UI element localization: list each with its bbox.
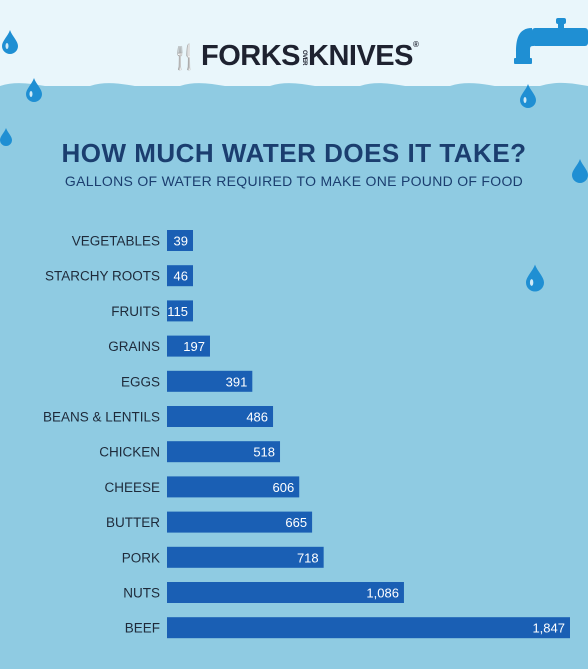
logo-knives: KNIVES xyxy=(308,40,413,72)
category-label: NUTS xyxy=(123,586,160,601)
bar-value-label: 606 xyxy=(273,480,295,495)
bar-value-label: 518 xyxy=(253,445,275,460)
category-label: VEGETABLES xyxy=(72,234,160,249)
category-label: EGGS xyxy=(121,374,160,389)
brand-logo: 🍴FORKSOVERKNIVES® xyxy=(0,40,588,73)
water-drop-icon xyxy=(520,84,536,108)
bar xyxy=(167,617,570,639)
bar-value-label: 115 xyxy=(167,304,188,319)
water-background xyxy=(0,86,588,669)
bar xyxy=(167,406,274,427)
bar xyxy=(167,230,193,251)
bar xyxy=(167,441,281,463)
bar-value-label: 46 xyxy=(174,269,188,284)
logo-forks: FORKS xyxy=(201,40,301,72)
category-label: GRAINS xyxy=(108,339,160,354)
bar xyxy=(167,265,193,287)
bar xyxy=(167,300,193,322)
bar-value-label: 718 xyxy=(297,550,319,565)
bar-value-label: 391 xyxy=(226,374,248,389)
logo-over: OVER xyxy=(301,49,307,65)
faucet-icon xyxy=(514,18,588,64)
bar xyxy=(167,476,300,498)
water-drop-icon xyxy=(526,264,544,292)
category-label: PORK xyxy=(122,550,160,565)
category-label: CHICKEN xyxy=(99,445,160,460)
category-label: STARCHY ROOTS xyxy=(45,269,160,284)
category-label: BUTTER xyxy=(106,515,160,530)
logo-registered-mark: ® xyxy=(412,40,419,49)
category-label: FRUITS xyxy=(111,304,160,319)
water-wave xyxy=(0,82,588,110)
water-drop-icon xyxy=(2,30,18,54)
chart-title: HOW MUCH WATER DOES IT TAKE? xyxy=(61,138,527,168)
category-label: BEANS & LENTILS xyxy=(43,410,160,425)
fork-knife-icon: 🍴 xyxy=(169,44,200,71)
bar xyxy=(167,546,324,568)
water-drop-icon xyxy=(572,159,588,183)
chart-subtitle: GALLONS OF WATER REQUIRED TO MAKE ONE PO… xyxy=(64,173,524,189)
bar-value-label: 486 xyxy=(246,410,268,425)
bar-value-label: 39 xyxy=(174,234,188,249)
bar xyxy=(167,582,404,603)
bar-value-label: 197 xyxy=(183,339,205,354)
bar-value-label: 665 xyxy=(285,515,307,530)
category-label: BEEF xyxy=(125,621,160,636)
bar xyxy=(167,335,210,357)
bar-value-label: 1,847 xyxy=(532,621,565,636)
water-drop-icon xyxy=(26,78,42,102)
bar xyxy=(167,511,313,533)
bar xyxy=(167,370,253,392)
bar-value-label: 1,086 xyxy=(366,586,399,601)
water-drop-icon xyxy=(0,128,12,146)
category-label: CHEESE xyxy=(104,480,160,495)
